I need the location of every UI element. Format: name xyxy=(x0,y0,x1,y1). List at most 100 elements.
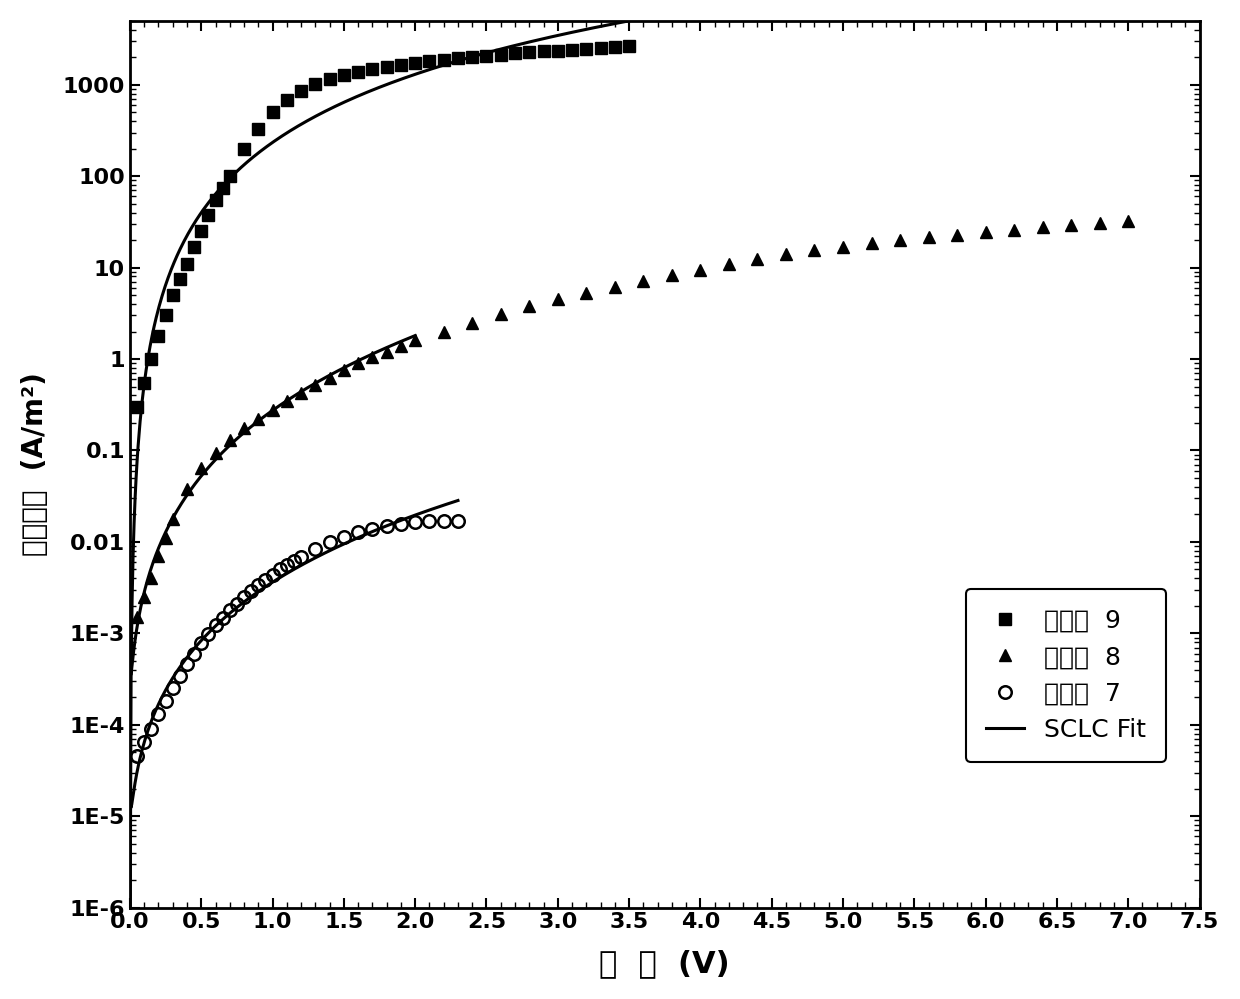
实施例  9 xyxy=(136,377,151,389)
实施例  8 xyxy=(779,249,794,261)
实施例  8 xyxy=(608,281,622,293)
实施例  8 xyxy=(408,335,423,347)
实施例  7 xyxy=(216,611,231,623)
实施例  8 xyxy=(250,414,265,426)
实施例  8 xyxy=(893,234,908,246)
实施例  7 xyxy=(130,750,145,762)
实施例  9 xyxy=(193,225,208,237)
实施例  8 xyxy=(279,395,294,407)
实施例  9 xyxy=(187,241,202,253)
实施例  8 xyxy=(693,264,708,276)
实施例  9 xyxy=(465,51,480,63)
实施例  7 xyxy=(450,514,465,526)
实施例  8 xyxy=(1092,218,1107,230)
实施例  9 xyxy=(621,41,636,53)
实施例  9 xyxy=(237,143,252,155)
实施例  7 xyxy=(144,723,159,735)
实施例  8 xyxy=(322,372,337,384)
实施例  8 xyxy=(130,611,145,623)
实施例  7 xyxy=(422,515,436,527)
实施例  8 xyxy=(636,275,651,287)
实施例  9 xyxy=(507,47,522,59)
实施例  7 xyxy=(308,542,322,554)
实施例  7 xyxy=(393,517,408,529)
实施例  7 xyxy=(229,597,244,609)
实施例  9 xyxy=(436,54,451,66)
实施例  8 xyxy=(308,379,322,391)
实施例  8 xyxy=(579,287,594,299)
实施例  8 xyxy=(921,231,936,243)
实施例  9 xyxy=(279,94,294,106)
实施例  8 xyxy=(265,404,280,416)
实施例  7 xyxy=(258,573,273,585)
实施例  9 xyxy=(159,310,174,322)
实施例  9 xyxy=(201,209,216,221)
实施例  8 xyxy=(222,434,237,446)
实施例  8 xyxy=(494,308,508,320)
实施例  9 xyxy=(365,63,379,75)
实施例  8 xyxy=(159,532,174,544)
实施例  8 xyxy=(750,253,765,265)
实施例  9 xyxy=(551,45,565,57)
实施例  7 xyxy=(336,531,351,543)
实施例  9 xyxy=(522,46,537,58)
实施例  8 xyxy=(351,358,366,370)
实施例  7 xyxy=(187,647,202,659)
实施例  8 xyxy=(336,365,351,377)
实施例  8 xyxy=(436,326,451,338)
实施例  9 xyxy=(180,258,195,270)
实施例  8 xyxy=(950,229,965,241)
实施例  8 xyxy=(208,447,223,459)
实施例  9 xyxy=(172,273,187,285)
实施例  9 xyxy=(379,61,394,73)
实施例  8 xyxy=(1121,216,1136,228)
实施例  8 xyxy=(522,300,537,312)
实施例  9 xyxy=(144,353,159,365)
实施例  8 xyxy=(294,387,309,399)
实施例  8 xyxy=(1064,220,1079,232)
Line: 实施例  8: 实施例 8 xyxy=(131,216,1133,622)
实施例  9 xyxy=(208,194,223,206)
实施例  7 xyxy=(279,558,294,570)
实施例  7 xyxy=(237,591,252,603)
实施例  9 xyxy=(450,52,465,64)
实施例  8 xyxy=(465,317,480,329)
X-axis label: 电  压  (V): 电 压 (V) xyxy=(599,949,730,978)
实施例  9 xyxy=(151,330,166,342)
实施例  7 xyxy=(322,536,337,548)
实施例  9 xyxy=(308,78,322,90)
Line: 实施例  7: 实施例 7 xyxy=(131,514,464,762)
实施例  7 xyxy=(436,514,451,526)
实施例  7 xyxy=(244,585,259,597)
实施例  9 xyxy=(536,46,551,58)
实施例  9 xyxy=(265,106,280,118)
实施例  7 xyxy=(208,619,223,631)
实施例  9 xyxy=(130,401,145,413)
实施例  9 xyxy=(216,182,231,194)
Y-axis label: 电流密度  (A/m²): 电流密度 (A/m²) xyxy=(21,373,48,556)
实施例  7 xyxy=(201,628,216,640)
实施例  9 xyxy=(479,50,494,62)
实施例  8 xyxy=(365,351,379,363)
实施例  8 xyxy=(393,340,408,352)
实施例  7 xyxy=(159,695,174,707)
实施例  8 xyxy=(379,346,394,358)
实施例  7 xyxy=(408,516,423,528)
实施例  8 xyxy=(1007,224,1022,236)
实施例  9 xyxy=(608,41,622,53)
实施例  7 xyxy=(136,736,151,748)
实施例  8 xyxy=(193,462,208,474)
实施例  8 xyxy=(722,258,737,270)
实施例  8 xyxy=(180,483,195,495)
实施例  9 xyxy=(165,289,180,301)
实施例  8 xyxy=(551,294,565,306)
实施例  9 xyxy=(351,66,366,78)
实施例  7 xyxy=(151,708,166,720)
实施例  7 xyxy=(250,579,265,591)
实施例  8 xyxy=(665,270,680,282)
实施例  9 xyxy=(422,55,436,67)
实施例  7 xyxy=(180,658,195,670)
实施例  8 xyxy=(151,550,166,562)
实施例  9 xyxy=(494,49,508,61)
实施例  8 xyxy=(144,572,159,584)
